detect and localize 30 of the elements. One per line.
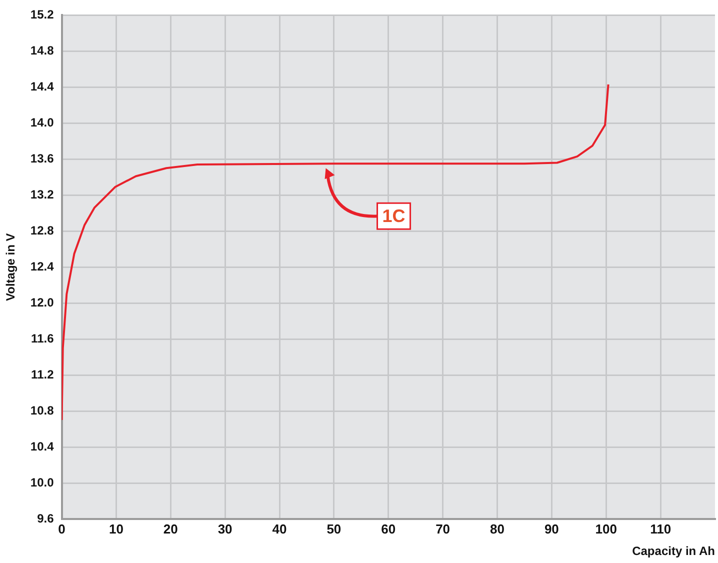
x-tick-label: 100 — [595, 521, 617, 536]
y-axis-title: Voltage in V — [4, 233, 18, 301]
y-tick-label: 14.0 — [30, 115, 54, 130]
annotation: 1C — [382, 206, 406, 226]
x-axis-title: Capacity in Ah — [632, 544, 715, 558]
y-tick-label: 11.2 — [31, 367, 54, 382]
y-tick-label: 9.6 — [37, 511, 54, 526]
x-tick-label: 70 — [436, 521, 450, 536]
x-tick-label: 40 — [272, 521, 287, 536]
y-tick-label: 12.8 — [30, 223, 54, 238]
y-tick-label: 12.0 — [30, 295, 54, 310]
x-tick-label: 90 — [544, 521, 559, 536]
x-tick-label: 60 — [381, 521, 396, 536]
y-tick-label: 11.6 — [31, 331, 54, 346]
y-tick-label: 15.2 — [30, 8, 54, 22]
y-tick-label: 12.4 — [30, 259, 54, 274]
x-tick-label: 110 — [650, 521, 672, 536]
x-tick-label: 30 — [218, 521, 232, 536]
y-tick-label: 10.0 — [30, 475, 54, 490]
y-tick-label: 13.6 — [30, 151, 54, 166]
x-tick-label: 10 — [108, 521, 124, 536]
y-tick-label: 10.4 — [30, 439, 54, 454]
y-tick-label: 13.2 — [30, 187, 54, 202]
y-tick-label: 10.8 — [30, 403, 54, 418]
x-tick-label: 50 — [326, 521, 342, 536]
y-tick-label: 14.8 — [30, 44, 54, 58]
y-tick-label: 14.4 — [30, 79, 54, 94]
x-tick-label: 0 — [58, 521, 66, 536]
x-tick-label: 80 — [490, 521, 504, 536]
x-tick-label: 20 — [163, 521, 178, 536]
